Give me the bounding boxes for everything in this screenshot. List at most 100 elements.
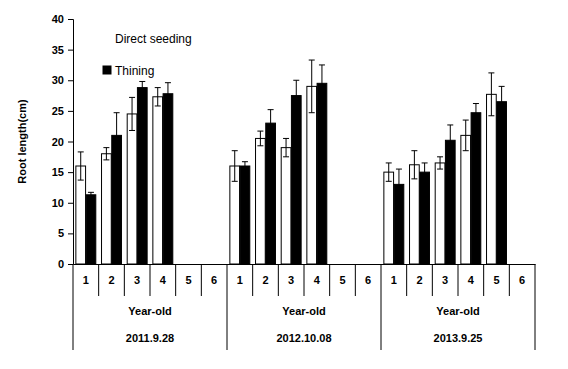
x-tick-label: 1 (237, 274, 243, 286)
legend-label: Direct seeding (115, 32, 192, 46)
x-tick: 1 (83, 264, 89, 286)
bar (86, 195, 96, 264)
y-axis-title: Root length(cm) (16, 99, 28, 184)
x-tick-label: 3 (442, 274, 448, 286)
x-tick: 2 (262, 264, 268, 286)
error-bar (499, 86, 505, 117)
error-bar (165, 83, 171, 105)
x-tick: 2 (108, 264, 114, 286)
y-tick-label: 15 (52, 166, 64, 178)
bar (420, 172, 430, 264)
error-bar (309, 60, 315, 113)
bar (291, 96, 301, 264)
error-bar (488, 73, 494, 116)
x-tick-label: 4 (314, 274, 321, 286)
x-tick-label: 2 (262, 274, 268, 286)
bar (445, 140, 455, 264)
y-tick: 30 (52, 74, 73, 86)
x-tick: 3 (134, 264, 140, 286)
error-bar (129, 97, 135, 130)
error-bar (411, 151, 417, 179)
y-tick-mark (68, 80, 73, 81)
y-tick-mark (68, 203, 73, 204)
group-separator (535, 264, 536, 350)
x-tick: 6 (519, 264, 525, 286)
x-tick: 6 (211, 264, 217, 286)
group-separator (73, 264, 74, 350)
bar (317, 83, 327, 264)
bar (487, 94, 497, 264)
y-tick: 15 (52, 166, 73, 178)
category-separator (304, 264, 305, 296)
bar (497, 102, 507, 264)
x-tick: 2 (416, 264, 422, 286)
error-bar (114, 113, 120, 158)
x-tick-label: 6 (211, 274, 217, 286)
y-tick: 35 (52, 44, 73, 56)
category-separator (278, 264, 279, 296)
x-tick: 3 (442, 264, 448, 286)
error-bar (242, 162, 248, 171)
x-tick: 1 (237, 264, 243, 286)
error-bar (396, 169, 402, 200)
x-tick-label: 6 (519, 274, 525, 286)
error-bar (293, 80, 299, 111)
bar (471, 113, 481, 264)
category-separator (432, 264, 433, 296)
y-tick: 5 (58, 227, 73, 239)
category-separator (150, 264, 151, 296)
x-tick: 5 (493, 264, 499, 286)
x-tick: 4 (468, 264, 475, 286)
group-label: 2012.10.08 (276, 332, 331, 344)
error-bar (78, 152, 84, 180)
error-bar (319, 65, 325, 102)
category-separator (252, 264, 253, 296)
y-axis-line (68, 20, 74, 265)
y-tick-label: 5 (58, 227, 64, 239)
bar (410, 165, 420, 264)
error-bar (447, 125, 453, 156)
error-bar (88, 192, 94, 197)
series (86, 65, 506, 264)
y-tick: 20 (52, 136, 73, 148)
plot: 0510152025303540123456123456123456Year-o… (52, 13, 536, 350)
group-sublabel: Year-old (436, 305, 479, 317)
error-bar (437, 157, 443, 169)
x-tick-label: 3 (288, 274, 294, 286)
category-separator (124, 264, 125, 296)
error-bar (422, 163, 428, 181)
bar (127, 114, 137, 264)
y-tick: 25 (52, 105, 73, 117)
error-bar (139, 81, 145, 93)
y-tick-mark (68, 111, 73, 112)
category-separator (175, 264, 176, 296)
y-tick-mark (68, 172, 73, 173)
y-tick: 10 (52, 197, 73, 209)
legend-swatch (103, 66, 111, 74)
x-tick-label: 2 (108, 274, 114, 286)
category-separator (406, 264, 407, 296)
group-separator (381, 264, 382, 350)
y-tick-mark (68, 50, 73, 51)
x-tick: 1 (391, 264, 397, 286)
error-bar (283, 138, 289, 156)
x-tick-label: 5 (339, 274, 345, 286)
error-bar (463, 120, 469, 151)
error-bar (473, 104, 479, 122)
category-separator (355, 264, 356, 296)
y-tick-label: 25 (52, 105, 64, 117)
x-tick-label: 5 (185, 274, 191, 286)
y-tick-label: 40 (52, 13, 64, 25)
error-bar (232, 151, 238, 182)
y-tick-mark (68, 233, 73, 234)
legend-swatch (103, 34, 111, 42)
error-bar (268, 110, 274, 137)
bar (102, 154, 112, 264)
x-tick-label: 5 (493, 274, 499, 286)
y-tick-mark (68, 264, 73, 265)
error-bar (155, 88, 161, 106)
x-tick-label: 3 (134, 274, 140, 286)
group-sublabel: Year-old (282, 305, 325, 317)
bar (76, 166, 86, 264)
y-tick-label: 20 (52, 136, 64, 148)
